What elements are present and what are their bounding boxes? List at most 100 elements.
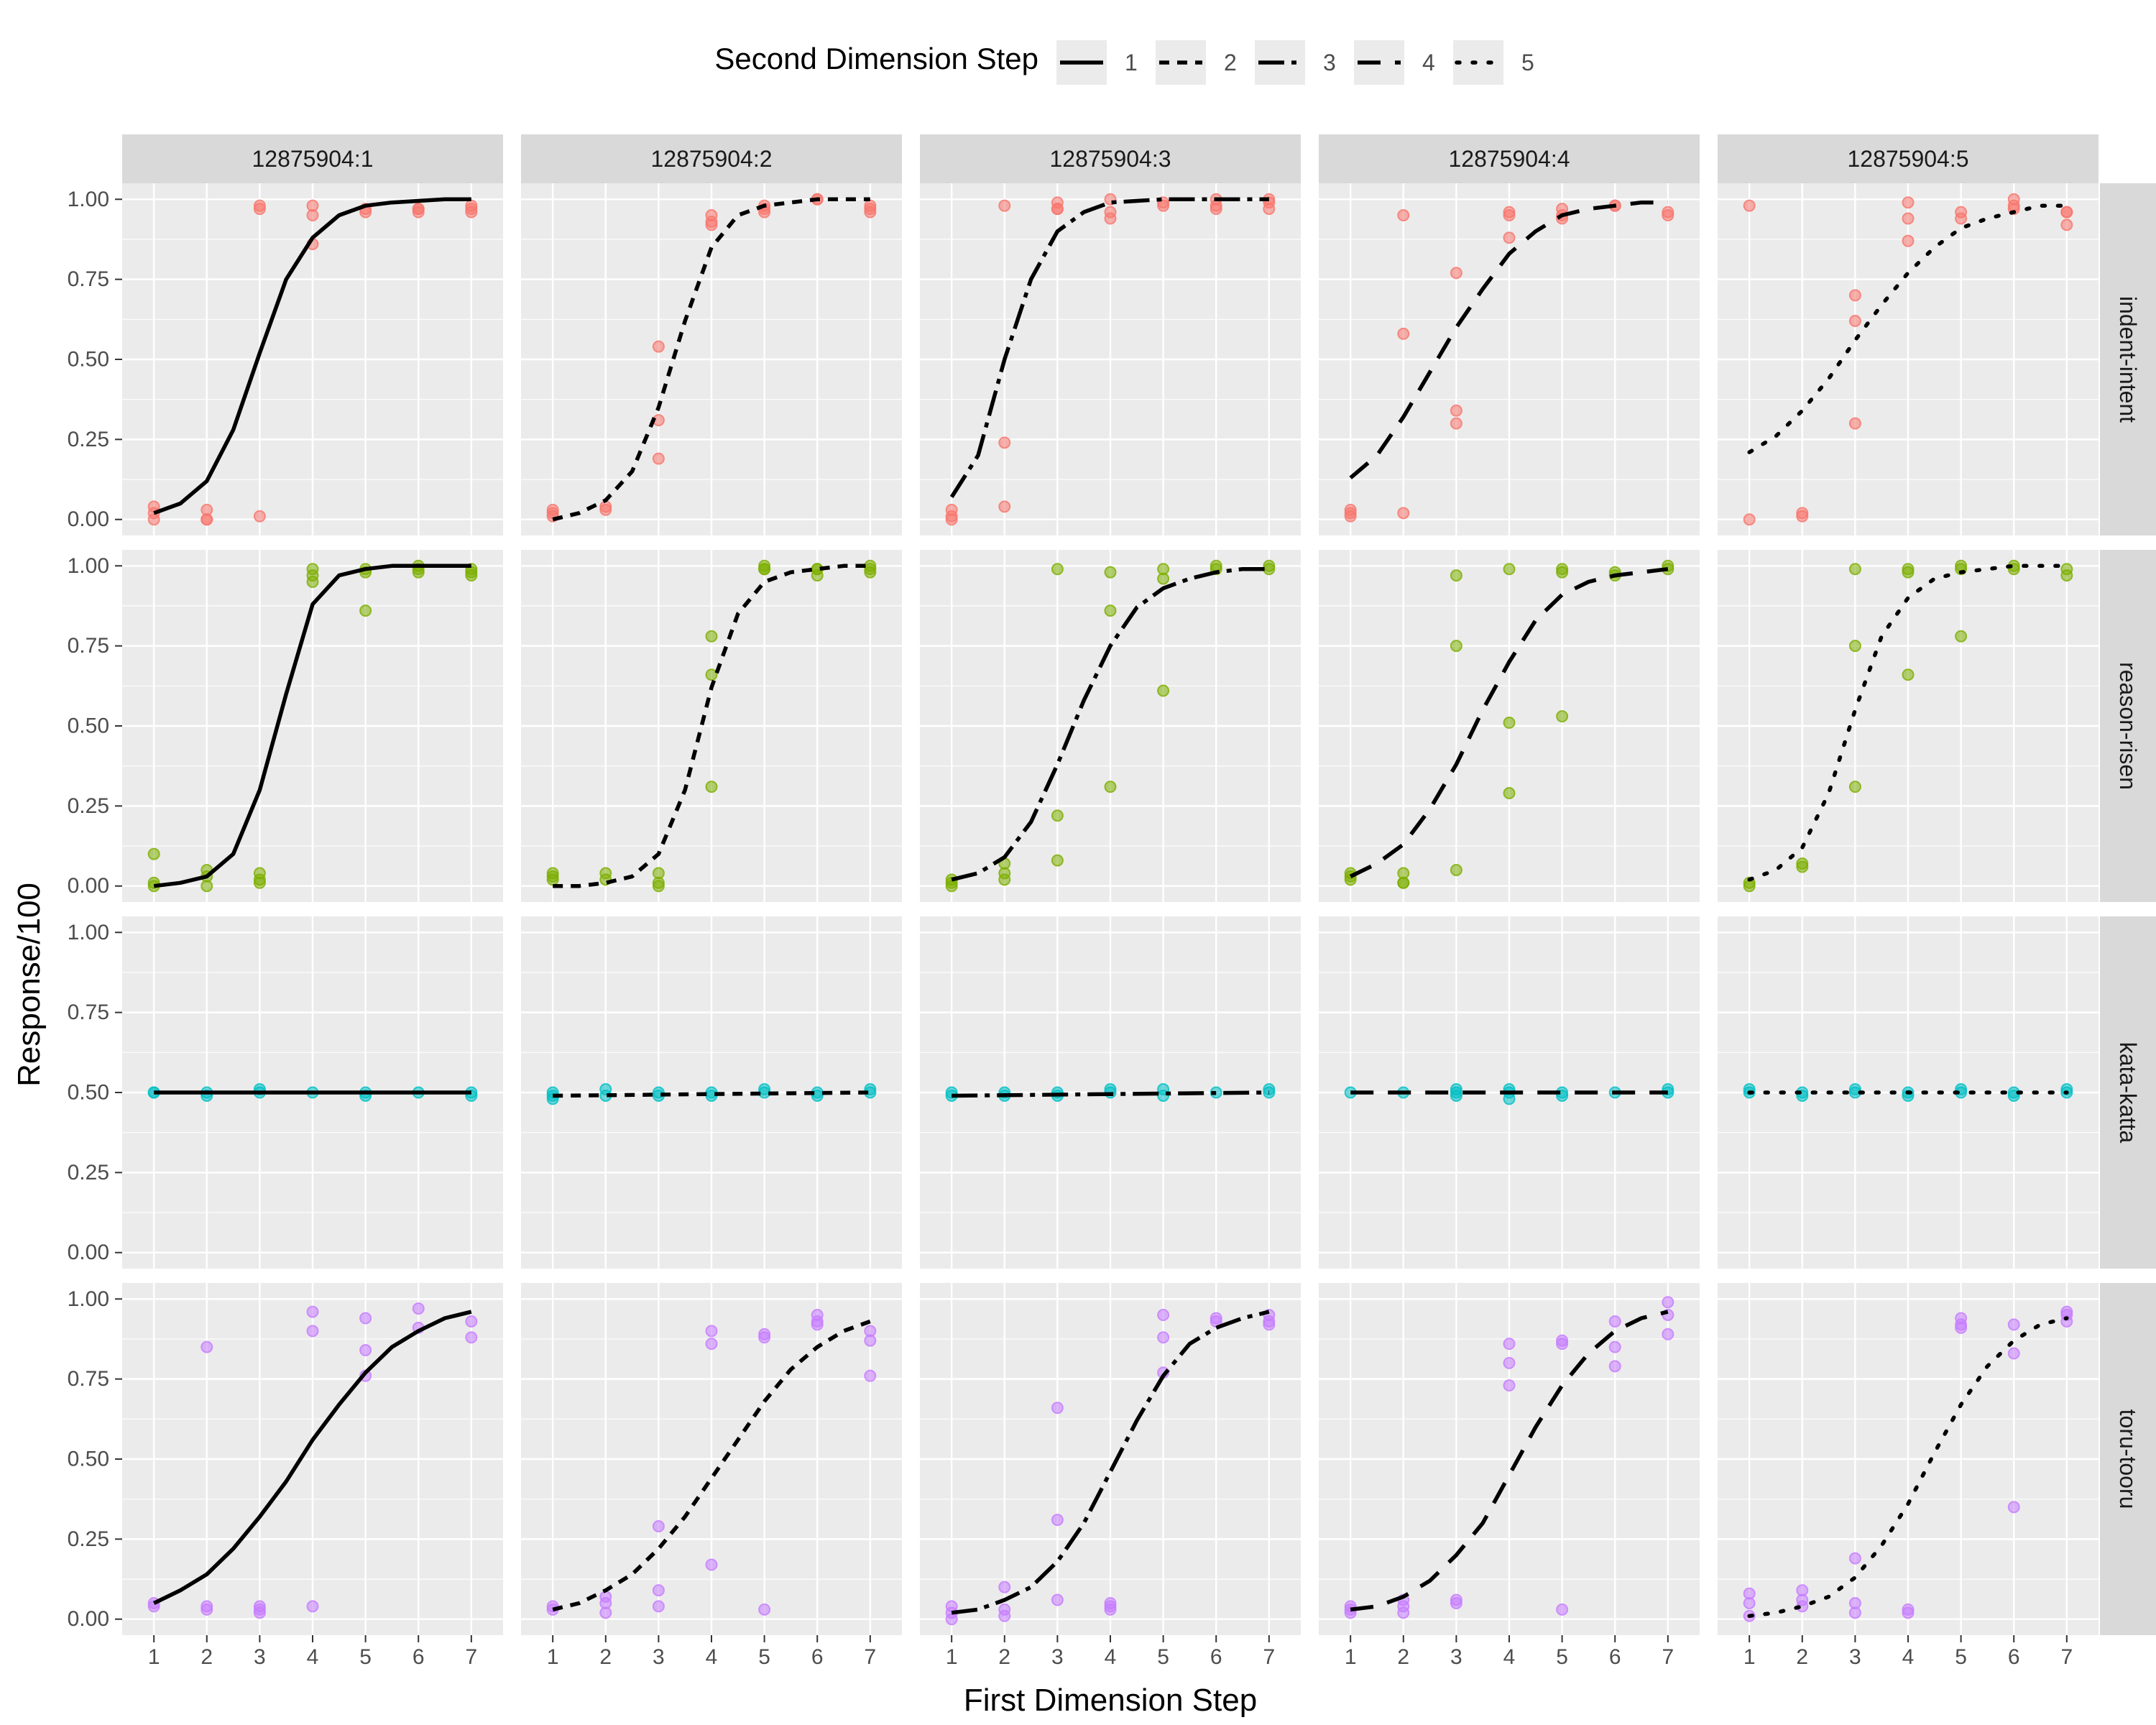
data-point	[1902, 196, 1915, 209]
data-point	[1051, 1593, 1064, 1606]
column-strip-label: 12875904:2	[650, 146, 772, 172]
row-strip-label: indent-intent	[2115, 296, 2141, 423]
data-point	[546, 870, 559, 883]
column-strip	[521, 134, 902, 183]
row-strip	[2100, 1283, 2156, 1635]
data-point	[758, 1086, 771, 1099]
panel-4-1	[122, 1283, 503, 1635]
data-point	[1104, 1603, 1117, 1616]
x-tick-label: 5	[758, 1645, 770, 1669]
data-point	[2007, 199, 2020, 212]
data-point	[998, 1609, 1011, 1622]
column-strip-label: 12875904:3	[1049, 146, 1171, 172]
data-point	[758, 1331, 771, 1344]
data-point	[1662, 209, 1674, 222]
data-point	[359, 1312, 372, 1325]
x-tick-label: 6	[413, 1645, 425, 1669]
y-tick-label: 1.00	[68, 554, 109, 578]
data-point	[1397, 876, 1410, 889]
data-point	[1503, 787, 1516, 800]
column-strip	[1319, 134, 1700, 183]
data-point	[1848, 781, 1861, 794]
data-point	[705, 1325, 718, 1338]
data-point	[1157, 684, 1170, 697]
data-point	[705, 1558, 718, 1571]
data-point	[998, 500, 1011, 513]
data-point	[1397, 507, 1410, 520]
fit-curve-step-2	[552, 1319, 871, 1612]
data-point	[652, 1600, 665, 1613]
x-tick-label: 4	[706, 1645, 718, 1669]
x-axis-title: First Dimension Step	[964, 1683, 1257, 1718]
data-point	[864, 1334, 877, 1347]
data-point	[1662, 1296, 1674, 1309]
panels	[122, 183, 2099, 1635]
data-point	[1450, 1086, 1462, 1099]
data-point	[1556, 1603, 1569, 1616]
fit-curve-step-5	[1747, 1316, 2069, 1619]
data-point	[1503, 1338, 1516, 1351]
data-point	[1608, 1340, 1621, 1353]
row-strip-label: kata-katta	[2115, 1042, 2141, 1144]
x-tick-label: 1	[148, 1645, 160, 1669]
x-tick-label: 5	[1955, 1645, 1967, 1669]
data-point	[201, 880, 213, 893]
panel-2-1	[122, 550, 503, 902]
data-point	[998, 1581, 1011, 1593]
x-tick-label: 7	[1662, 1645, 1674, 1669]
data-point	[2060, 218, 2073, 231]
data-point	[599, 1606, 612, 1619]
data-point	[1848, 315, 1861, 328]
y-tick-label: 0.00	[68, 507, 109, 531]
data-point	[306, 1305, 319, 1318]
data-point	[1051, 809, 1064, 822]
fit-curve-step-2	[552, 197, 870, 522]
x-tick-label: 3	[1849, 1645, 1861, 1669]
panel-3-5	[1718, 916, 2099, 1269]
panel-1-5	[1718, 183, 2099, 535]
panel-1-3	[920, 183, 1301, 535]
fit-curve-step-1	[152, 1310, 472, 1605]
data-point	[2007, 1347, 2020, 1360]
panel-4-2	[521, 1283, 902, 1635]
data-point	[1450, 417, 1462, 430]
axes: 0.00 0.25 0.50 0.75 1.00 0.00 0.25 0.50 0.75 1.00…	[68, 188, 2073, 1669]
data-point	[1397, 1606, 1410, 1619]
panel-1-4	[1319, 183, 1700, 535]
legend-label: 3	[1323, 50, 1336, 75]
data-point	[1608, 1315, 1621, 1328]
panel-4-5	[1718, 1283, 2099, 1635]
x-tick-label: 2	[1796, 1645, 1808, 1669]
data-point	[998, 436, 1011, 449]
data-point	[1051, 1514, 1064, 1527]
panel-2-3	[920, 550, 1301, 902]
data-point	[1848, 563, 1861, 576]
x-tick-label: 7	[1263, 1645, 1275, 1669]
panel-2-5	[1718, 550, 2099, 902]
data-point	[465, 1331, 478, 1344]
data-point	[1344, 507, 1357, 520]
fit-curve-step-3	[951, 1310, 1270, 1615]
legend-item-1: 1	[1056, 40, 1138, 85]
data-point	[1051, 203, 1064, 216]
data-point	[1503, 231, 1516, 244]
data-point	[1051, 563, 1064, 576]
data-point	[1051, 1402, 1064, 1414]
data-point	[306, 1325, 319, 1338]
x-tick-label: 3	[254, 1645, 266, 1669]
y-tick-label: 1.00	[68, 188, 109, 211]
x-tick-label: 7	[864, 1645, 876, 1669]
data-point	[1450, 1596, 1462, 1609]
column-strip	[122, 134, 503, 183]
panel-3-4	[1319, 916, 1700, 1269]
x-tick-label: 6	[1210, 1645, 1222, 1669]
data-point	[1743, 513, 1756, 526]
data-point	[1263, 1315, 1276, 1328]
data-point	[201, 513, 213, 526]
y-tick-label: 0.25	[68, 794, 109, 818]
data-point	[1848, 640, 1861, 653]
data-point	[705, 630, 718, 643]
y-tick-label: 0.75	[68, 1367, 109, 1391]
data-point	[1263, 563, 1276, 576]
data-point	[1263, 1086, 1276, 1099]
